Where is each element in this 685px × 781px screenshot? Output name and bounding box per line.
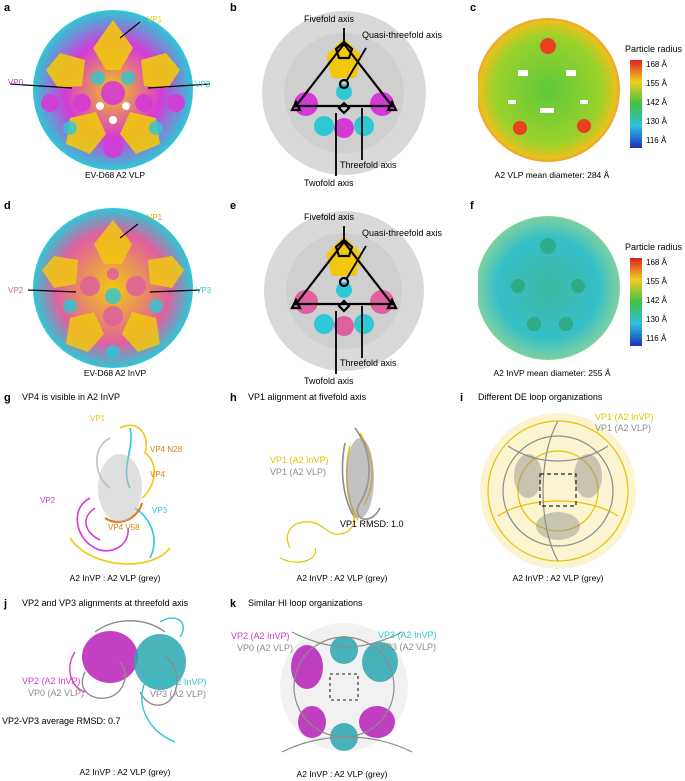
title-i: Different DE loop organizations: [478, 392, 603, 402]
label-rmsd-h: VP1 RMSD: 1.0: [340, 519, 404, 529]
caption-k: A2 InVP : A2 VLP (grey): [296, 769, 388, 779]
label-vp1-vlp-h: VP1 (A2 VLP): [270, 467, 327, 477]
label-vp1-vlp-i: VP1 (A2 VLP): [595, 423, 652, 433]
label-quasi-threefold-axis-e: Quasi-threefold axis: [362, 228, 443, 238]
panel-letter-a: a: [4, 2, 11, 14]
label-vp2-d: VP2: [8, 286, 24, 295]
panel-letter-j: j: [4, 598, 8, 610]
title-k: Similar HI loop organizations: [248, 598, 363, 608]
label-vp1: VP1: [147, 15, 163, 24]
label-fivefold-axis-e: Fivefold axis: [304, 212, 355, 222]
panel-letter-g: g: [4, 392, 11, 404]
legend-tick-c-3: 130 Å: [646, 117, 667, 126]
legend-tick-c-4: 116 Å: [646, 136, 667, 145]
vlp-radius-map: [478, 18, 642, 162]
title-h: VP1 alignment at fivefold axis: [248, 392, 367, 402]
vlp-symmetry-diagram: [262, 11, 426, 176]
label-vp3-g: VP3: [152, 506, 168, 515]
label-threefold-axis: Threefold axis: [340, 160, 397, 170]
panel-letter-c: c: [470, 2, 477, 14]
vp4-structure-image: [69, 424, 171, 565]
label-twofold-axis-e: Twofold axis: [304, 376, 354, 386]
label-vp3-vlp-j: VP3 (A2 VLP): [150, 689, 207, 699]
label-quasi-threefold-axis: Quasi-threefold axis: [362, 30, 443, 40]
caption-j: A2 InVP : A2 VLP (grey): [79, 767, 171, 777]
vp1-alignment-image: [279, 427, 381, 563]
caption-c: A2 VLP mean diameter: 284 Å: [494, 170, 610, 180]
label-vp0: VP0: [8, 78, 24, 87]
label-vp3-invp-j: VP3 (A2 InVP): [148, 677, 207, 687]
label-vp4-n28: VP4 N28: [150, 445, 183, 454]
invp-particle-image: [27, 208, 201, 368]
legend-tick-c-2: 142 Å: [646, 98, 667, 107]
legend-tick-c-0: 168 Å: [646, 60, 667, 69]
label-vp2-g: VP2: [40, 496, 56, 505]
caption-f: A2 InVP mean diameter: 255 Å: [493, 368, 611, 378]
title-j: VP2 and VP3 alignments at threefold axis: [22, 598, 189, 608]
caption-g: A2 InVP : A2 VLP (grey): [69, 573, 161, 583]
panel-letter-f: f: [470, 200, 474, 212]
vp2-vp3-alignment-image: [69, 617, 186, 743]
label-vp2-invp-j: VP2 (A2 InVP): [22, 676, 81, 686]
vlp-particle-image: [10, 10, 211, 170]
invp-symmetry-diagram: [264, 211, 424, 374]
legend-title-c: Particle radius: [625, 44, 683, 54]
label-vp0-vlp-k: VP0 (A2 VLP): [237, 643, 294, 653]
panel-letter-i: i: [460, 392, 464, 404]
label-vp3-vlp-k: VP3 (A2 VLP): [380, 642, 437, 652]
label-vp3: VP3: [195, 80, 211, 89]
panel-letter-b: b: [230, 2, 237, 14]
caption-h: A2 InVP : A2 VLP (grey): [296, 573, 388, 583]
invp-radius-map: [478, 216, 642, 360]
label-threefold-axis-e: Threefold axis: [340, 358, 397, 368]
label-vp2-invp-k: VP2 (A2 InVP): [231, 631, 290, 641]
legend-tick-f-0: 168 Å: [646, 258, 667, 267]
legend-tick-c-1: 155 Å: [646, 79, 667, 88]
label-rmsd-j: VP2-VP3 average RMSD: 0.7: [2, 716, 121, 726]
legend-tick-f-1: 155 Å: [646, 277, 667, 286]
legend-tick-f-4: 116 Å: [646, 334, 667, 343]
label-vp4-g: VP4: [150, 470, 166, 479]
label-fivefold-axis: Fivefold axis: [304, 14, 355, 24]
panel-letter-d: d: [4, 200, 11, 212]
panel-letter-e: e: [230, 200, 237, 212]
caption-a: EV-D68 A2 VLP: [84, 170, 145, 180]
de-loop-image: [480, 413, 636, 569]
label-vp1-invp-h: VP1 (A2 InVP): [270, 455, 329, 465]
label-twofold-axis: Twofold axis: [304, 178, 354, 188]
label-vp1-g: VP1: [90, 414, 106, 423]
label-vp1-d: VP1: [147, 213, 163, 222]
hi-loop-image: [280, 623, 413, 753]
caption-i: A2 InVP : A2 VLP (grey): [512, 573, 604, 583]
legend-tick-f-2: 142 Å: [646, 296, 667, 305]
panel-letter-h: h: [230, 392, 237, 404]
label-vp1-invp-i: VP1 (A2 InVP): [595, 412, 654, 422]
legend-title-f: Particle radius: [625, 242, 683, 252]
legend-tick-f-3: 130 Å: [646, 315, 667, 324]
label-vp0-vlp-j: VP0 (A2 VLP): [28, 688, 85, 698]
label-vp3-invp-k: VP3 (A2 InVP): [378, 630, 437, 640]
title-g: VP4 is visible in A2 InVP: [22, 392, 121, 402]
label-vp3-d: VP3: [196, 286, 212, 295]
panel-letter-k: k: [230, 598, 237, 610]
label-vp4-v58: VP4 V58: [108, 523, 140, 532]
caption-d: EV-D68 A2 InVP: [83, 368, 147, 378]
